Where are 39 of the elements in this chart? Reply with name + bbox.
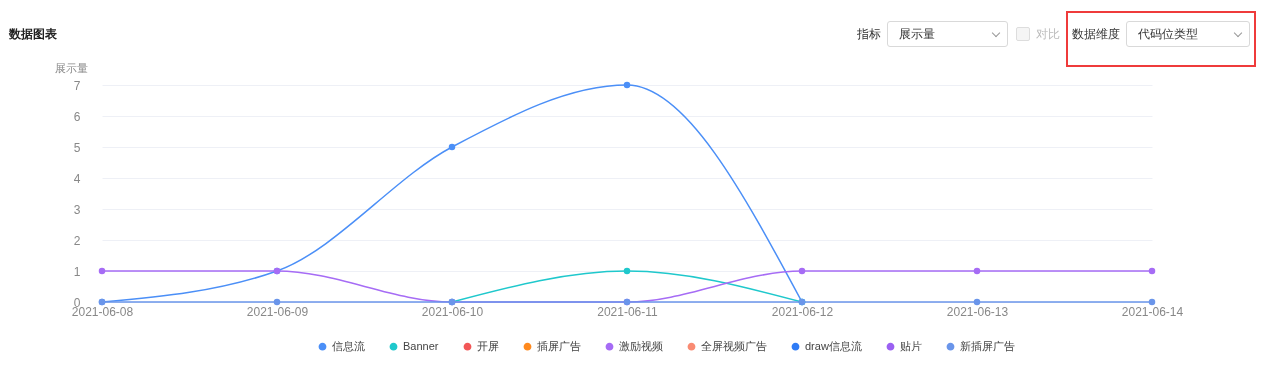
x-tick-label: 2021-06-10 <box>421 304 484 319</box>
legend-label: 新插屏广告 <box>960 339 1015 352</box>
point <box>623 267 631 275</box>
legend-label: draw信息流 <box>805 339 862 352</box>
legend-label: 贴片 <box>900 339 922 352</box>
y-axis-title: 展示量 <box>54 61 88 74</box>
y-tick-label: 5 <box>73 140 81 155</box>
dropdown-field: 代码位类型 <box>1126 21 1250 47</box>
point <box>798 267 806 275</box>
legend-label: 激励视频 <box>619 339 663 352</box>
x-tick-label: 2021-06-14 <box>1121 304 1184 319</box>
y-tick-label: 1 <box>73 264 81 279</box>
point <box>1148 298 1156 306</box>
y-tick-label: 3 <box>73 202 81 217</box>
x-tick-label: 2021-06-11 <box>597 304 659 319</box>
text: 指标 <box>857 25 881 43</box>
x-tick-label: 2021-06-13 <box>946 304 1009 319</box>
chart-title: 数据图表 <box>9 26 57 43</box>
legend-label: Banner <box>403 339 439 352</box>
x-tick-label: 2021-06-12 <box>771 304 834 319</box>
legend-label: 全屏视频广告 <box>701 339 767 352</box>
y-tick-label: 4 <box>73 171 81 186</box>
legend-label: 插屏广告 <box>537 339 581 352</box>
legend-label: 开屏 <box>477 339 499 352</box>
point <box>448 143 456 151</box>
point <box>98 267 106 275</box>
point <box>973 267 981 275</box>
legend-label: 信息流 <box>332 339 365 352</box>
dropdown-field: 展示量 <box>887 21 1008 47</box>
y-tick-label: 6 <box>73 109 81 124</box>
point <box>273 298 281 306</box>
text: 数据维度 <box>1072 25 1120 43</box>
point <box>623 81 631 89</box>
point <box>1148 267 1156 275</box>
y-tick-label: 2 <box>73 233 81 248</box>
y-tick-label: 7 <box>73 78 81 93</box>
point <box>973 298 981 306</box>
text: 对比 <box>1036 25 1060 43</box>
x-tick-label: 2021-06-09 <box>246 304 309 319</box>
